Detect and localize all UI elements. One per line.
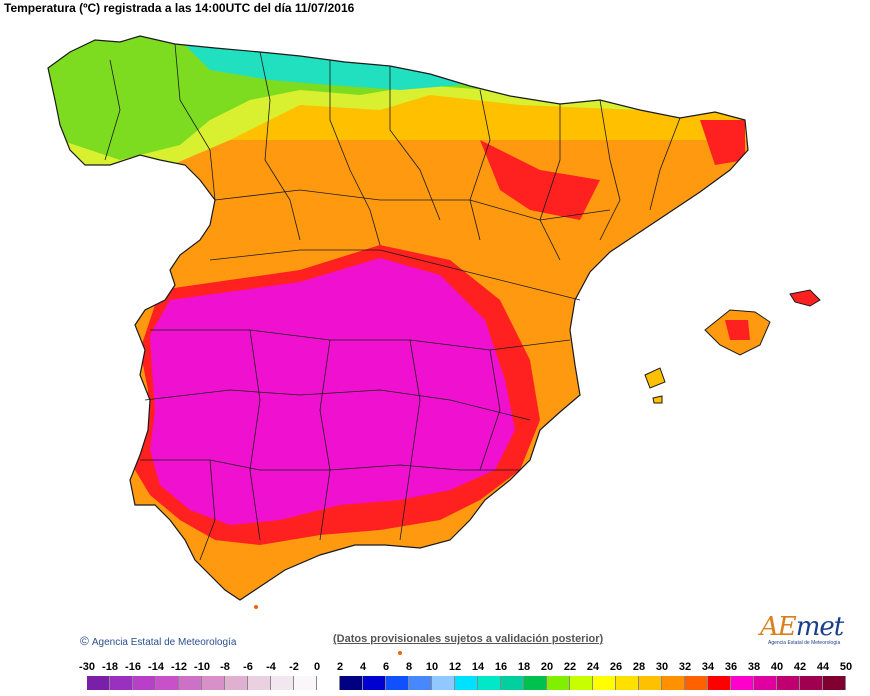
ibiza-island <box>644 367 666 389</box>
aemet-logo: AEmet Agencia Estatal de Meteorología <box>760 612 850 648</box>
legend-color-cell <box>777 676 800 690</box>
legend-color-cell <box>547 676 570 690</box>
legend-labels: -30 -18 -16 -14 -12 -10 -8 -6 -4 -2 0 2 4 6 8 10 12 14 16 1… <box>76 661 866 675</box>
legend-color-cell <box>708 676 731 690</box>
province-borders <box>104 43 681 561</box>
aemet-logo-wordmark: AEmet <box>760 612 844 642</box>
legend-tick-label: -8 <box>220 661 230 673</box>
aemet-logo-subtitle: Agencia Estatal de Meteorología <box>768 640 841 646</box>
legend-color-cell <box>731 676 754 690</box>
legend-tick-label: -10 <box>194 661 210 673</box>
legend-tick-label: 24 <box>586 661 600 673</box>
band-red-ebro <box>480 140 600 220</box>
legend-tick-label: 22 <box>563 661 577 673</box>
legend-color-cell <box>570 676 593 690</box>
legend-color-cell <box>271 676 294 690</box>
credit-label: Agencia Estatal de Meteorología <box>91 637 237 648</box>
legend-color-cell <box>409 676 432 690</box>
legend-color-cell <box>823 676 846 690</box>
legend-color-cell <box>294 676 317 690</box>
legend-tick-label: -2 <box>289 661 299 673</box>
aemet-credit: © Agencia Estatal de Meteorología <box>80 634 236 648</box>
copyright-icon: © <box>80 634 89 648</box>
legend-color-cell <box>340 676 363 690</box>
formentera-island <box>652 395 663 404</box>
legend-color-cell <box>87 676 110 690</box>
legend-color-cell <box>317 676 340 690</box>
legend-tick-label: 42 <box>793 661 807 673</box>
disclaimer-text: (Datos provisionales sujetos a validació… <box>333 633 604 645</box>
legend-color-cell <box>685 676 708 690</box>
legend-tick-label: 0 <box>313 661 321 673</box>
menorca-island <box>789 289 821 307</box>
legend-color-cell <box>754 676 777 690</box>
legend-tick-label: -6 <box>243 661 253 673</box>
legend-tick-label: -4 <box>266 661 276 673</box>
legend-tick-label: -30 <box>79 661 95 673</box>
legend-color-cell <box>478 676 501 690</box>
legend-color-cell <box>432 676 455 690</box>
legend-tick-label: 14 <box>471 661 485 673</box>
ceuta-dot <box>254 605 258 609</box>
legend-tick-label: 30 <box>655 661 669 673</box>
coastline <box>47 35 749 601</box>
legend-tick-label: 44 <box>816 661 830 673</box>
legend-color-bar <box>87 676 846 690</box>
legend-color-cell <box>455 676 478 690</box>
band-magenta <box>150 258 515 525</box>
legend-tick-label: 16 <box>494 661 508 673</box>
legend-color-cell <box>386 676 409 690</box>
legend-tick-label: 18 <box>517 661 531 673</box>
legend-color-cell <box>133 676 156 690</box>
legend-color-cell <box>156 676 179 690</box>
legend-tick-label: 28 <box>632 661 646 673</box>
legend-color-cell <box>501 676 524 690</box>
legend-tick-label: 38 <box>747 661 761 673</box>
legend-color-cell <box>639 676 662 690</box>
legend-color-cell <box>363 676 386 690</box>
legend-color-cell <box>248 676 271 690</box>
legend-tick-label: 6 <box>382 661 390 673</box>
legend-color-cell <box>202 676 225 690</box>
legend-tick-label: -12 <box>171 661 187 673</box>
legend-color-cell <box>616 676 639 690</box>
legend-tick-label: 26 <box>609 661 623 673</box>
legend-color-cell <box>662 676 685 690</box>
logo-met: met <box>795 612 844 642</box>
legend-color-cell <box>524 676 547 690</box>
legend-color-cell <box>110 676 133 690</box>
legend-color-cell <box>179 676 202 690</box>
legend-tick-label: -16 <box>125 661 141 673</box>
legend-tick-label: 32 <box>678 661 692 673</box>
legend-tick-label: 2 <box>336 661 344 673</box>
mallorca-hot-zone <box>725 320 750 340</box>
legend-tick-label: 10 <box>425 661 439 673</box>
logo-ae: AE <box>760 612 797 642</box>
legend-tick-label: -18 <box>102 661 118 673</box>
map-title: Temperatura (ºC) registrada a las 14:00U… <box>4 1 355 15</box>
legend-tick-label: 4 <box>359 661 367 673</box>
melilla-dot <box>398 651 402 655</box>
legend-tick-label: 34 <box>701 661 715 673</box>
legend-color-cell <box>800 676 823 690</box>
band-red-girona <box>700 120 745 165</box>
legend-tick-label: -14 <box>148 661 164 673</box>
legend-tick-label: 40 <box>770 661 784 673</box>
legend-color-cell <box>593 676 616 690</box>
legend-color-cell <box>225 676 248 690</box>
legend-tick-label: 50 <box>839 661 853 673</box>
legend-tick-label: 36 <box>724 661 738 673</box>
legend-tick-label: 20 <box>540 661 554 673</box>
legend-tick-label: 12 <box>448 661 462 673</box>
legend-tick-label: 8 <box>405 661 413 673</box>
